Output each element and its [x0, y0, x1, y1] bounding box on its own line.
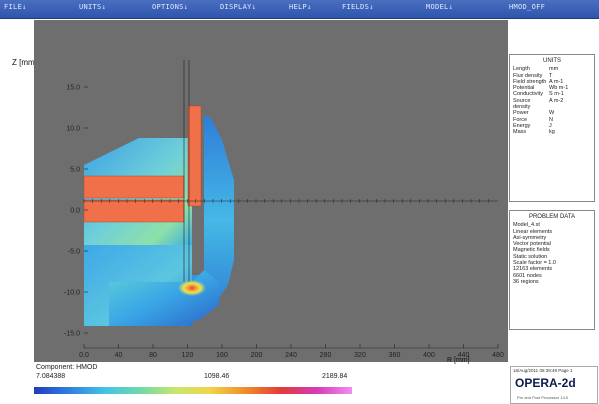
menu-options[interactable]: OPTIONS↓	[152, 3, 189, 11]
units-panel-title: UNITS	[543, 58, 561, 64]
opera-logo: OPERA-2d	[515, 376, 576, 390]
r-tick-label: 80	[149, 352, 157, 359]
menu-fields[interactable]: FIELDS↓	[342, 3, 374, 11]
problem-data-line: 36 regions	[513, 278, 539, 285]
units-value: W	[549, 110, 555, 117]
iron-core	[84, 116, 234, 326]
units-row: Length mm	[510, 66, 594, 72]
r-axis-label: R [mm]	[447, 357, 470, 364]
color-legend: Component: HMOD 7.084388 1098.46 2189.84	[34, 364, 354, 401]
z-tick-label: 0.0	[70, 208, 80, 215]
r-tick-label: 200	[251, 352, 263, 359]
problem-data-line: Magnetic fields	[513, 247, 550, 254]
problem-data-line: Model_4.st	[513, 222, 540, 229]
footer-subtitle: Pre and Post Processor 14.0	[517, 395, 569, 400]
units-row: Power W	[510, 110, 594, 116]
z-tick-label: 15.0	[66, 85, 80, 92]
units-value: A m-2	[549, 97, 564, 104]
problem-data-line: Axi-symmetry	[513, 234, 547, 241]
z-tick-label: -5.0	[68, 249, 80, 256]
r-tick-label: 160	[216, 352, 228, 359]
z-tick-label: 10.0	[66, 126, 80, 133]
menu-display[interactable]: DISPLAY↓	[220, 3, 257, 11]
units-quantity: Energy	[513, 122, 531, 129]
menu-model[interactable]: MODEL↓	[426, 3, 454, 11]
menu-file[interactable]: FILE↓	[4, 3, 27, 11]
units-row: Mass kg	[510, 129, 594, 135]
r-tick-label: 120	[182, 352, 194, 359]
z-axis-label: Z [mm]	[12, 58, 37, 67]
units-value: A m-1	[549, 78, 564, 85]
units-row: Potential Wb m-1	[510, 85, 594, 91]
units-row: Field strength A m-1	[510, 79, 594, 85]
units-quantity: Flux density	[513, 72, 543, 79]
z-tick-label: 5.0	[70, 167, 80, 174]
r-tick-label: 0.0	[79, 352, 89, 359]
opera-logo-box: 16/Aug/2011 08:39:48 Page 1 OPERA-2d Pre…	[510, 366, 598, 404]
plot-area[interactable]: 15.0 10.0 5.0 0.0 -5.0 -10.0 -15.0 0.0 40 80 120 16…	[34, 20, 508, 362]
units-value: S m-1	[549, 91, 564, 98]
axis-ticks: 15.0 10.0 5.0 0.0 -5.0 -10.0 -15.0 0.0 40 80 120 16…	[64, 85, 504, 360]
menu-help[interactable]: HELP↓	[289, 3, 312, 11]
menu-hmod-off[interactable]: HMOD_OFF	[509, 3, 546, 11]
problem-data-line: 6601 nodes	[513, 272, 542, 279]
menu-units[interactable]: UNITS↓	[79, 3, 107, 11]
problem-data-line: Static solution	[513, 253, 548, 260]
units-quantity: Conductivity	[513, 91, 543, 98]
r-tick-label: 280	[320, 352, 332, 359]
units-panel: UNITS Length mm Flux density T Field strengt…	[509, 54, 595, 202]
units-quantity: Mass	[513, 129, 527, 136]
problem-data-line: Scale factor = 1.0	[513, 260, 556, 267]
r-tick-label: 360	[389, 352, 401, 359]
legend-min: 7.084388	[36, 373, 66, 380]
units-value: T	[549, 72, 553, 79]
r-tick-label: 320	[354, 352, 366, 359]
r-tick-label: 40	[115, 352, 123, 359]
legend-max: 2189.84	[322, 373, 348, 380]
problem-data-line: Linear elements	[513, 228, 553, 235]
r-tick-label: 440	[458, 352, 470, 359]
footer-date: 16/Aug/2011 08:39:48 Page 1	[513, 368, 573, 373]
units-quantity: Force	[513, 116, 528, 123]
units-value: N	[549, 116, 553, 123]
z-tick-label: -15.0	[64, 331, 80, 338]
menu-bar: FILE↓ UNITS↓ OPTIONS↓ DISPLAY↓ HELP↓ FIE…	[0, 0, 599, 19]
problem-data-line: 12163 elements	[513, 266, 553, 273]
problem-data-line: Vector potential	[513, 241, 551, 248]
units-row: Flux density T	[510, 73, 594, 79]
r-tick-label: 240	[285, 352, 297, 359]
units-value: mm	[549, 66, 559, 73]
problem-data-panel: PROBLEM DATA Model_4.st Linear elements Ax…	[509, 210, 595, 330]
r-tick-label: 480	[492, 352, 504, 359]
units-quantity: Potential	[513, 85, 535, 92]
field-plot: 15.0 10.0 5.0 0.0 -5.0 -10.0 -15.0 0.0 40 80 120 16…	[64, 60, 504, 360]
units-row: Energy J	[510, 123, 594, 129]
units-quantity: Length	[513, 66, 530, 73]
units-value: Wb m-1	[549, 85, 569, 92]
r-tick-label: 400	[423, 352, 435, 359]
coil-regions	[83, 105, 202, 223]
z-tick-label: -10.0	[64, 290, 80, 297]
units-value: J	[549, 122, 552, 129]
units-value: kg	[549, 129, 555, 136]
legend-colorbar	[34, 387, 352, 394]
units-quantity: Power	[513, 110, 529, 117]
units-row: Conductivity S m-1	[510, 91, 594, 97]
units-list: Length mm Flux density T Field strength A m-1…	[510, 66, 594, 135]
problem-data-list: Model_4.st Linear elements Axi-symmetry Vec…	[510, 222, 594, 285]
units-row: Source density A m-2	[510, 98, 594, 111]
units-row: Force N	[510, 117, 594, 123]
legend-mid: 1098.46	[204, 373, 230, 380]
units-quantity: Field strength	[513, 78, 547, 85]
legend-component: Component: HMOD	[36, 364, 98, 371]
units-quantity: Source density	[513, 97, 531, 111]
problem-panel-title: PROBLEM DATA	[528, 214, 576, 220]
